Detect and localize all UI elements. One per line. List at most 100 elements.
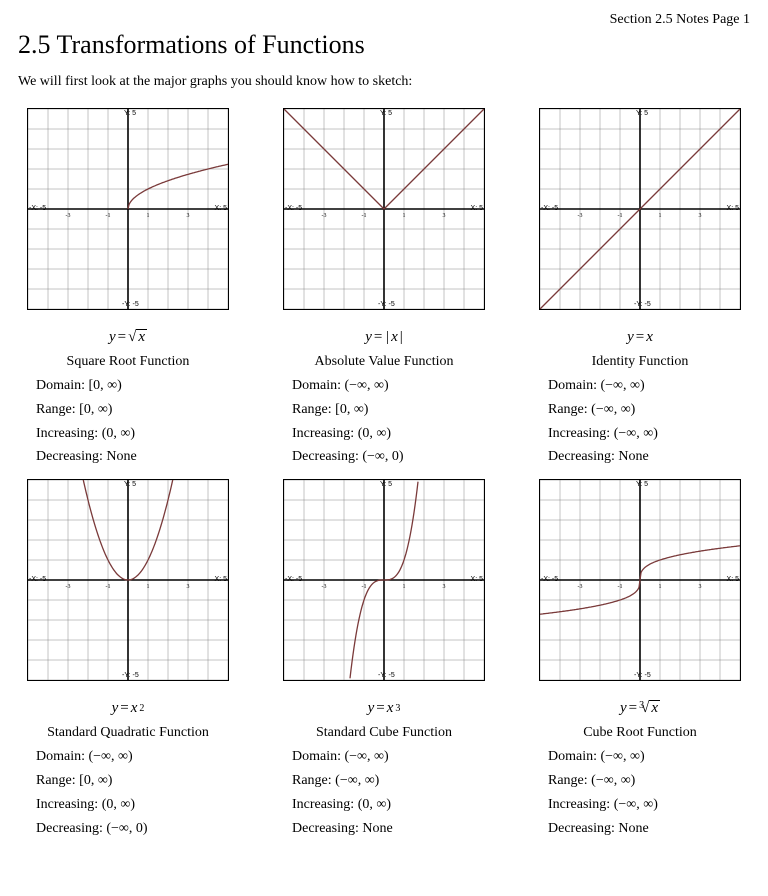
decreasing-line: Decreasing: (−∞, 0) (292, 445, 494, 469)
graph: -3 -1 1 3 Y: 5 -Y: -5 -X: -5 X: 5 (283, 108, 485, 310)
function-cell: -3 -1 1 3 Y: 5 -Y: -5 -X: -5 X: 5 y = 3√x C… (530, 479, 750, 840)
svg-text:-1: -1 (362, 213, 367, 219)
axis-label-x-right: X: 5 (215, 205, 227, 212)
axis-label-x-left: -X: -5 (29, 576, 46, 583)
svg-text:1: 1 (659, 584, 662, 590)
range-line: Range: (−∞, ∞) (548, 769, 750, 793)
range-line: Range: (−∞, ∞) (292, 769, 494, 793)
equation: y = x (627, 326, 653, 348)
axis-label-y-top: Y: 5 (124, 110, 136, 117)
axis-label-x-right: X: 5 (471, 576, 483, 583)
svg-text:3: 3 (699, 213, 702, 219)
decreasing-line: Decreasing: None (548, 445, 750, 469)
function-properties: Domain: (−∞, ∞) Range: (−∞, ∞) Increasin… (530, 745, 750, 840)
svg-text:-1: -1 (618, 584, 623, 590)
graph: -3 -1 1 3 Y: 5 -Y: -5 -X: -5 X: 5 (539, 108, 741, 310)
increasing-line: Increasing: (−∞, ∞) (548, 422, 750, 446)
decreasing-line: Decreasing: None (292, 817, 494, 841)
svg-text:1: 1 (403, 584, 406, 590)
svg-text:-1: -1 (362, 584, 367, 590)
svg-text:1: 1 (403, 213, 406, 219)
axis-label-y-bottom: -Y: -5 (378, 301, 395, 308)
increasing-line: Increasing: (−∞, ∞) (548, 793, 750, 817)
svg-text:-3: -3 (322, 584, 327, 590)
increasing-line: Increasing: (0, ∞) (36, 422, 238, 446)
svg-text:-3: -3 (322, 213, 327, 219)
svg-text:3: 3 (187, 584, 190, 590)
svg-text:1: 1 (147, 584, 150, 590)
axis-label-x-left: -X: -5 (285, 576, 302, 583)
axis-label-y-top: Y: 5 (380, 110, 392, 117)
decreasing-line: Decreasing: (−∞, 0) (36, 817, 238, 841)
axis-label-x-left: -X: -5 (285, 205, 302, 212)
domain-line: Domain: (−∞, ∞) (548, 374, 750, 398)
axis-label-x-left: -X: -5 (541, 576, 558, 583)
axis-label-y-top: Y: 5 (636, 481, 648, 488)
axis-label-x-left: -X: -5 (541, 205, 558, 212)
svg-text:3: 3 (443, 584, 446, 590)
function-name: Absolute Value Function (315, 354, 454, 370)
svg-text:1: 1 (147, 213, 150, 219)
axis-label-x-right: X: 5 (727, 576, 739, 583)
domain-line: Domain: (−∞, ∞) (548, 745, 750, 769)
function-cell: -3-113 Y: 5 -Y: -5 -X: -5 X: 5 y = √x Sq… (18, 108, 238, 469)
function-properties: Domain: (−∞, ∞) Range: (−∞, ∞) Increasin… (530, 374, 750, 469)
decreasing-line: Decreasing: None (548, 817, 750, 841)
svg-text:-3: -3 (66, 213, 71, 219)
range-line: Range: [0, ∞) (36, 398, 238, 422)
function-properties: Domain: [0, ∞) Range: [0, ∞) Increasing:… (18, 374, 238, 469)
svg-text:-3: -3 (578, 584, 583, 590)
equation: y = x3 (368, 697, 401, 719)
intro-text: We will first look at the major graphs y… (18, 74, 750, 90)
svg-text:3: 3 (187, 213, 190, 219)
axis-label-y-bottom: -Y: -5 (634, 301, 651, 308)
svg-text:3: 3 (443, 213, 446, 219)
page-header-right: Section 2.5 Notes Page 1 (18, 12, 750, 28)
svg-text:3: 3 (699, 584, 702, 590)
axis-label-y-bottom: -Y: -5 (634, 672, 651, 679)
decreasing-line: Decreasing: None (36, 445, 238, 469)
range-line: Range: [0, ∞) (36, 769, 238, 793)
graph: -3 -1 1 3 Y: 5 -Y: -5 -X: -5 X: 5 (539, 479, 741, 681)
axis-label-x-right: X: 5 (471, 205, 483, 212)
equation: y = 3√x (620, 697, 660, 719)
svg-text:-1: -1 (106, 213, 111, 219)
function-cell: -3 -1 1 3 Y: 5 -Y: -5 -X: -5 X: 5 y = x Ide… (530, 108, 750, 469)
graph-row: -3 -1 1 3 Y: 5 -Y: -5 -X: -5 X: 5 y = √x Sq… (18, 108, 750, 469)
increasing-line: Increasing: (0, ∞) (292, 793, 494, 817)
function-name: Standard Quadratic Function (47, 725, 209, 741)
axis-label-y-bottom: -Y: -5 (378, 672, 395, 679)
increasing-line: Increasing: (0, ∞) (36, 793, 238, 817)
axis-label-y-top: Y: 5 (380, 481, 392, 488)
svg-text:-3: -3 (66, 584, 71, 590)
svg-text:-1: -1 (106, 584, 111, 590)
graph: -3-113 Y: 5 -Y: -5 -X: -5 X: 5 (27, 108, 229, 310)
domain-line: Domain: (−∞, ∞) (36, 745, 238, 769)
graph: -3-113 Y: 5 -Y: -5 -X: -5 X: 5 (27, 479, 229, 681)
axis-label-y-bottom: -Y: -5 (122, 672, 139, 679)
function-name: Standard Cube Function (316, 725, 452, 741)
function-properties: Domain: (−∞, ∞) Range: (−∞, ∞) Increasin… (274, 745, 494, 840)
function-properties: Domain: (−∞, ∞) Range: [0, ∞) Increasing… (18, 745, 238, 840)
svg-text:-3: -3 (578, 213, 583, 219)
axis-label-x-right: X: 5 (727, 205, 739, 212)
function-cell: -3 -1 1 3 Y: 5 -Y: -5 -X: -5 X: 5 y = x3 St… (274, 479, 494, 840)
domain-line: Domain: [0, ∞) (36, 374, 238, 398)
axis-label-x-right: X: 5 (215, 576, 227, 583)
increasing-line: Increasing: (0, ∞) (292, 422, 494, 446)
function-properties: Domain: (−∞, ∞) Range: [0, ∞) Increasing… (274, 374, 494, 469)
graph-row: -3-113 Y: 5 -Y: -5 -X: -5 X: 5 y = x2 St… (18, 479, 750, 840)
function-name: Cube Root Function (583, 725, 697, 741)
axis-label-y-top: Y: 5 (636, 110, 648, 117)
function-cell: -3-113 Y: 5 -Y: -5 -X: -5 X: 5 y = x2 St… (18, 479, 238, 840)
page-title: 2.5 Transformations of Functions (18, 30, 750, 60)
axis-label-y-bottom: -Y: -5 (122, 301, 139, 308)
svg-text:1: 1 (659, 213, 662, 219)
function-cell: -3 -1 1 3 Y: 5 -Y: -5 -X: -5 X: 5 y = |x| A… (274, 108, 494, 469)
domain-line: Domain: (−∞, ∞) (292, 745, 494, 769)
equation: y = |x| (365, 326, 403, 348)
function-name: Identity Function (592, 354, 689, 370)
equation: y = √x (109, 326, 147, 348)
function-name: Square Root Function (67, 354, 190, 370)
svg-text:-1: -1 (618, 213, 623, 219)
